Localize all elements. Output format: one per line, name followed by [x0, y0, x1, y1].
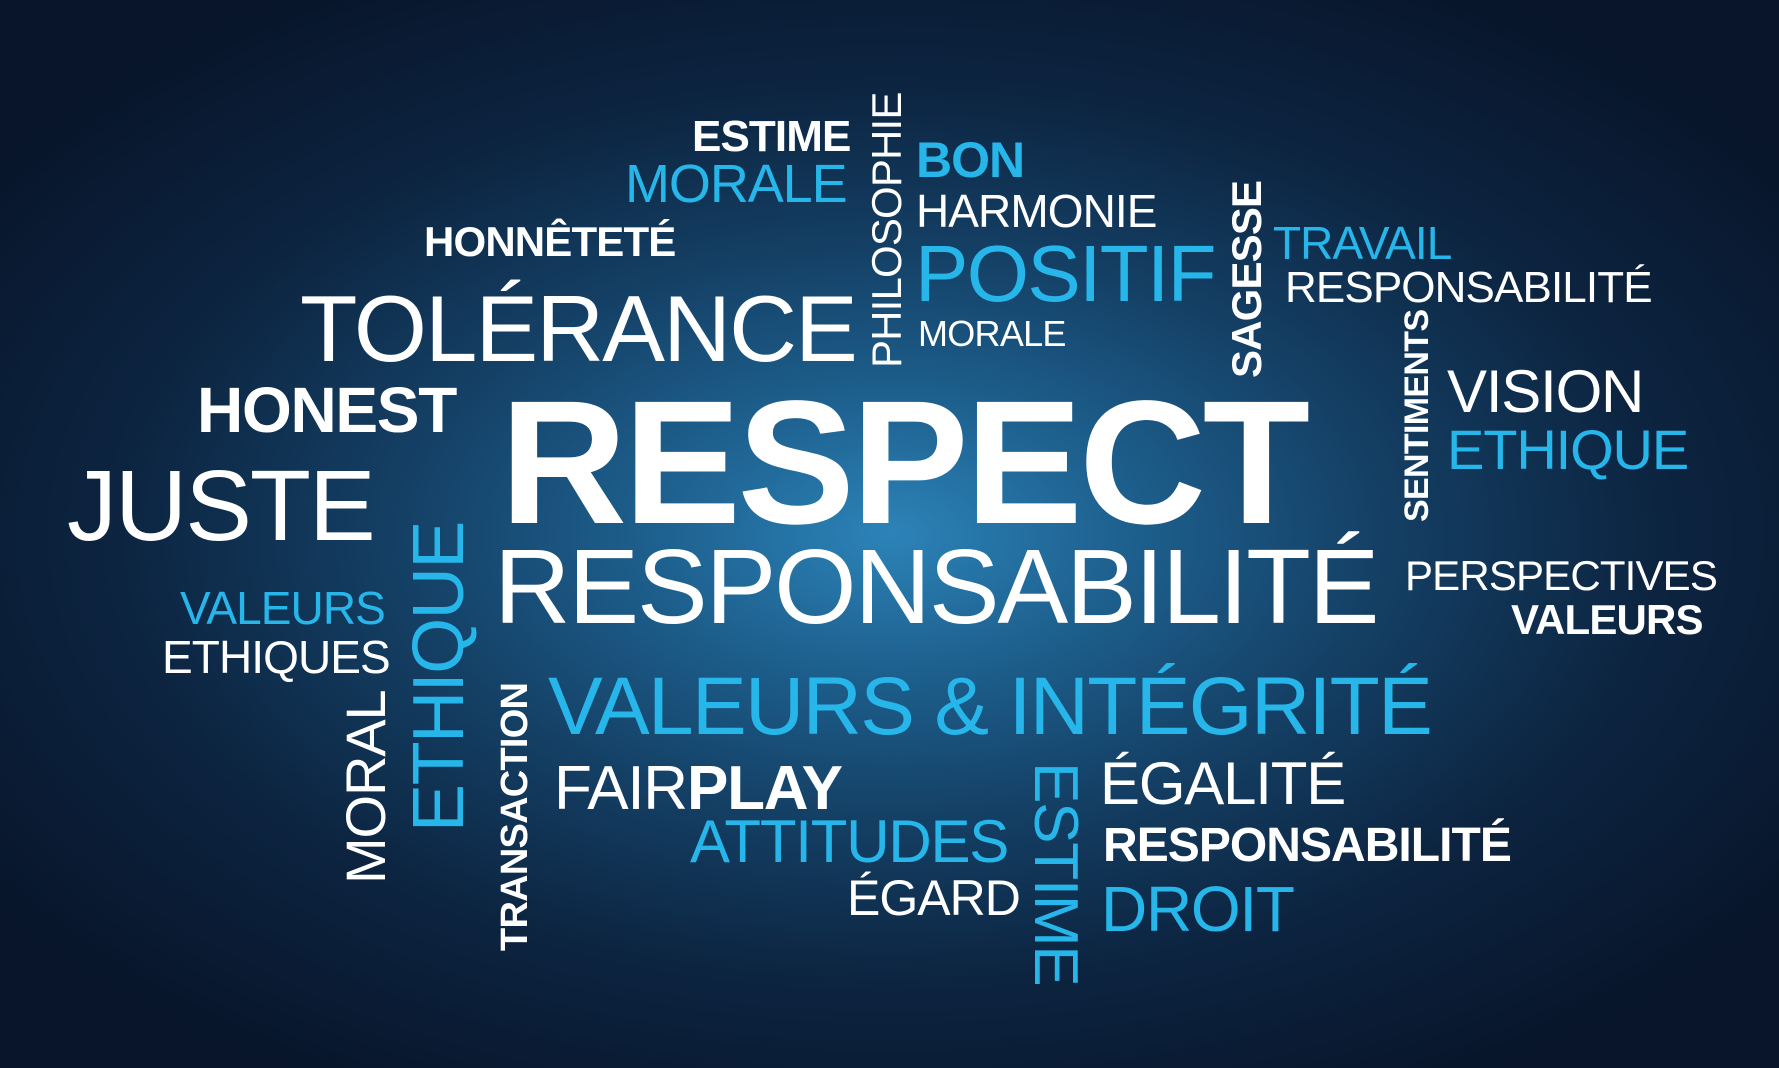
word-positif: POSITIF [915, 229, 1217, 318]
word-perspectives: PERSPECTIVES [1405, 552, 1718, 599]
word-estime-vertical: ESTIME [1021, 762, 1090, 986]
word-responsabilite-bottom: RESPONSABILITÉ [1103, 819, 1512, 872]
word-philosophie: PHILOSOPHIE [863, 92, 910, 368]
word-valeurs-integrite: VALEURS & INTÉGRITÉ [548, 661, 1433, 752]
word-moral: MORAL [334, 690, 397, 884]
word-egalite: ÉGALITÉ [1100, 750, 1346, 817]
word-valeurs-left: VALEURS [180, 582, 386, 634]
word-honnetete: HONNÊTETÉ [424, 218, 676, 265]
word-sentiments: SENTIMENTS [1398, 309, 1436, 522]
word-bon: BON [916, 132, 1025, 188]
word-juste: JUSTE [67, 450, 376, 562]
word-tolerance: TOLÉRANCE [300, 276, 858, 381]
word-sagesse: SAGESSE [1223, 180, 1270, 378]
word-morale-mid: MORALE [918, 313, 1066, 354]
word-play: PLAY [687, 754, 843, 823]
word-morale-top: MORALE [625, 154, 848, 214]
word-responsabilite-main: RESPONSABILITÉ [494, 528, 1380, 646]
word-ethiques: ETHIQUES [162, 631, 391, 683]
word-droit: DROIT [1101, 873, 1295, 945]
word-attitudes: ATTITUDES [690, 808, 1009, 875]
word-transaction: TRANSACTION [494, 682, 536, 951]
word-ethique-vertical: ETHIQUE [399, 522, 479, 832]
word-respect: RESPECT [500, 365, 1310, 561]
word-responsabilite-top: RESPONSABILITÉ [1285, 263, 1653, 312]
word-ethique-right: ETHIQUE [1447, 418, 1689, 481]
word-egard: ÉGARD [847, 870, 1021, 926]
word-fair: FAIR [554, 754, 688, 823]
word-estime-top: ESTIME [692, 112, 851, 161]
word-harmonie: HARMONIE [916, 185, 1157, 237]
word-travail: TRAVAIL [1273, 217, 1452, 269]
word-valeurs-right: VALEURS [1511, 596, 1704, 643]
word-honest: HONEST [197, 374, 457, 446]
word-vision: VISION [1447, 358, 1644, 425]
